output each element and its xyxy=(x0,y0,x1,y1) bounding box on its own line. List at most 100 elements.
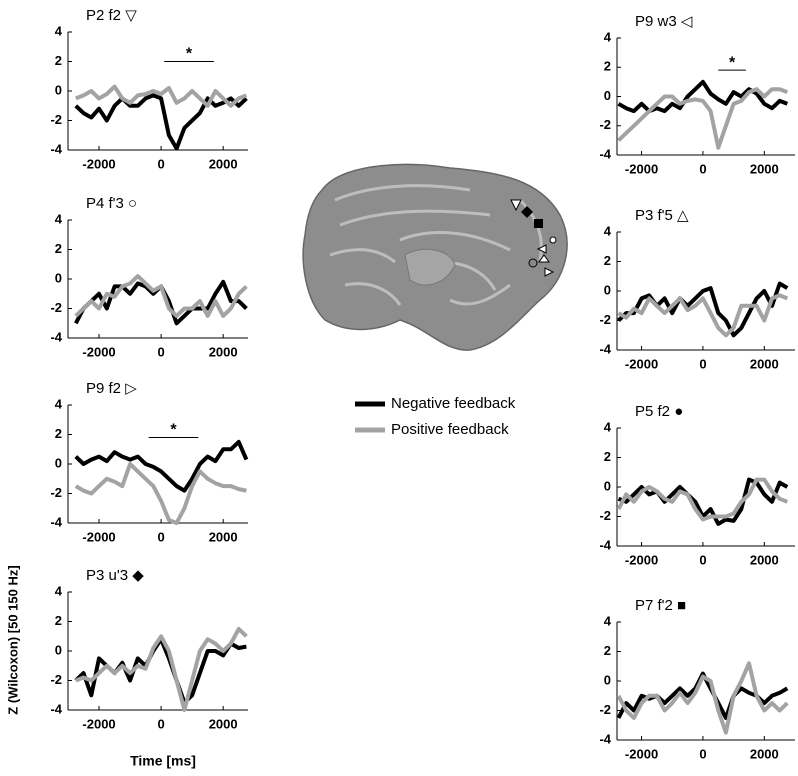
x-tick-label: 2000 xyxy=(209,529,238,544)
panel: P7 f'2 ■ -4 -2 0 2 4 -2000 0 2000 xyxy=(599,597,795,761)
y-axis-label: Z (Wilcoxon) [50 150 Hz] xyxy=(5,565,20,714)
panel: P3 u'3 ◆ -4 -2 0 2 4 -2000 0 2000 xyxy=(50,567,248,731)
x-tick-label: 2000 xyxy=(750,356,779,371)
y-tick-label: -4 xyxy=(50,141,62,156)
y-tick-label: -4 xyxy=(599,537,611,552)
series-line xyxy=(75,626,248,712)
x-tick-label: -2000 xyxy=(625,552,658,567)
series-line xyxy=(617,87,789,150)
series-line xyxy=(74,439,249,493)
series-line xyxy=(616,477,789,522)
y-tick-label: 4 xyxy=(55,211,63,226)
y-tick-label: -2 xyxy=(50,672,62,687)
x-tick-label: 2000 xyxy=(750,746,779,761)
x-tick-label: -2000 xyxy=(625,356,658,371)
y-tick-label: 2 xyxy=(55,53,62,68)
x-tick-label: -2000 xyxy=(625,746,658,761)
x-tick-label: -2000 xyxy=(82,529,115,544)
y-tick-label: 2 xyxy=(604,643,611,658)
y-tick-label: 4 xyxy=(604,613,612,628)
y-tick-label: 0 xyxy=(55,270,62,285)
y-tick-label: -2 xyxy=(599,312,611,327)
x-tick-label: 0 xyxy=(157,529,164,544)
x-tick-label: -2000 xyxy=(625,161,658,176)
x-tick-label: 0 xyxy=(157,344,164,359)
y-tick-label: -2 xyxy=(599,117,611,132)
panel: P9 w3 ◁ -4 -2 0 2 4 -2000 0 2000 * xyxy=(599,13,795,176)
y-tick-label: 2 xyxy=(55,613,62,628)
panel-title: P4 f'3 ○ xyxy=(86,195,137,212)
panel-title: P9 f2 ▷ xyxy=(86,380,137,397)
y-tick-label: 0 xyxy=(604,88,611,103)
x-tick-label: 2000 xyxy=(750,161,779,176)
series-line xyxy=(616,661,789,735)
panel-title: P2 f2 ▽ xyxy=(86,7,137,24)
series-line xyxy=(75,84,248,108)
y-tick-label: 4 xyxy=(604,419,612,434)
x-tick-label: 0 xyxy=(699,552,706,567)
panel-title: P7 f'2 ■ xyxy=(635,597,686,614)
y-tick-label: 0 xyxy=(604,282,611,297)
y-tick-label: -4 xyxy=(599,341,611,356)
x-tick-label: 2000 xyxy=(750,552,779,567)
y-tick-label: -2 xyxy=(50,112,62,127)
y-tick-label: 0 xyxy=(604,672,611,687)
y-tick-label: 4 xyxy=(55,396,63,411)
y-tick-label: -4 xyxy=(50,701,62,716)
y-tick-label: 4 xyxy=(55,23,63,38)
y-tick-label: 4 xyxy=(604,223,612,238)
significance-label: * xyxy=(170,422,177,439)
y-tick-label: 4 xyxy=(55,583,63,598)
y-tick-label: 2 xyxy=(55,426,62,441)
panel-title: P3 u'3 ◆ xyxy=(86,567,144,584)
panel: P2 f2 ▽ -4 -2 0 2 4 -2000 0 2000 * xyxy=(50,7,248,171)
panel: P3 f'5 △ -4 -2 0 2 4 -2000 0 2000 xyxy=(599,207,795,371)
x-tick-label: 0 xyxy=(699,161,706,176)
series-line xyxy=(617,293,789,338)
y-tick-label: 2 xyxy=(55,241,62,256)
significance-label: * xyxy=(186,46,193,63)
x-axis-label: Time [ms] xyxy=(130,753,196,769)
series-line xyxy=(74,274,248,318)
panel-title: P5 f2 ● xyxy=(635,403,683,420)
x-tick-label: 0 xyxy=(699,356,706,371)
x-tick-label: 2000 xyxy=(209,156,238,171)
y-tick-label: 4 xyxy=(604,29,612,44)
x-tick-label: -2000 xyxy=(82,156,115,171)
x-tick-label: 0 xyxy=(699,746,706,761)
y-tick-label: -4 xyxy=(599,731,611,746)
y-tick-label: 0 xyxy=(604,478,611,493)
y-tick-label: -2 xyxy=(50,485,62,500)
x-tick-label: 2000 xyxy=(209,716,238,731)
y-tick-label: 2 xyxy=(604,449,611,464)
y-tick-label: -4 xyxy=(599,146,611,161)
panel-title: P9 w3 ◁ xyxy=(635,13,693,30)
y-tick-label: 0 xyxy=(55,642,62,657)
legend-label: Positive feedback xyxy=(391,421,509,438)
panel-title: P3 f'5 △ xyxy=(635,207,689,224)
panel: P9 f2 ▷ -4 -2 0 2 4 -2000 0 2000 * xyxy=(50,380,249,544)
series-line xyxy=(74,462,247,525)
significance-label: * xyxy=(729,54,736,71)
series-line xyxy=(74,93,248,151)
y-tick-label: 0 xyxy=(55,82,62,97)
series-line xyxy=(617,281,789,338)
y-tick-label: 0 xyxy=(55,455,62,470)
y-tick-label: 2 xyxy=(604,59,611,74)
panel: P5 f2 ● -4 -2 0 2 4 -2000 0 2000 xyxy=(599,403,795,567)
x-tick-label: -2000 xyxy=(82,344,115,359)
series-line xyxy=(617,79,789,114)
legend-label: Negative feedback xyxy=(391,395,516,412)
x-tick-label: -2000 xyxy=(82,716,115,731)
y-tick-label: -2 xyxy=(50,300,62,315)
y-tick-label: -4 xyxy=(50,329,62,344)
panel: P4 f'3 ○ -4 -2 0 2 4 -2000 0 2000 xyxy=(50,195,248,359)
x-tick-label: 2000 xyxy=(209,344,238,359)
y-tick-label: -2 xyxy=(599,508,611,523)
brain xyxy=(302,163,568,351)
x-tick-label: 0 xyxy=(157,156,164,171)
y-tick-label: -2 xyxy=(599,702,611,717)
y-tick-label: 2 xyxy=(604,253,611,268)
